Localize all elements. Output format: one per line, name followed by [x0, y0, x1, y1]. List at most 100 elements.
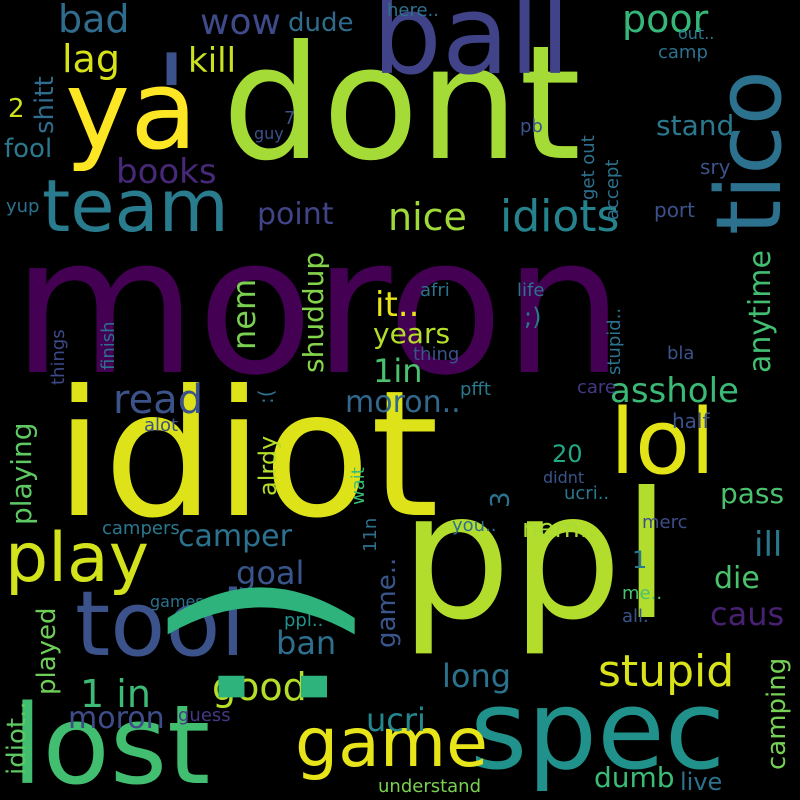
word-it: it.. — [375, 285, 420, 325]
word-games-dots: games.. — [150, 592, 214, 611]
word-didnt: didnt — [543, 468, 585, 487]
word-books: books — [116, 152, 217, 192]
word-dude: dude — [288, 8, 354, 38]
word-lol: lol — [610, 390, 716, 495]
word-alot: alot — [144, 415, 179, 436]
word-afri: afri — [420, 280, 450, 301]
word-you-dots: you.. — [452, 515, 497, 536]
word-nem-dots: nem.. — [522, 514, 597, 544]
word-team: team — [42, 164, 229, 248]
word-1: 1 — [632, 546, 648, 574]
word-tico: tico — [697, 70, 800, 235]
word-dont: dont — [222, 12, 582, 196]
word-moron-dots: moron.. — [345, 385, 461, 420]
word-20: 20 — [552, 440, 583, 468]
word-camp: camp — [658, 42, 708, 63]
word-shitt: shitt — [30, 76, 60, 134]
word-stupid: stupid — [598, 646, 735, 697]
word-game: game — [295, 704, 488, 783]
word-point: point — [257, 197, 334, 232]
word-good: good — [212, 665, 307, 709]
word-merc: merc — [642, 512, 688, 533]
word-ucri: ucri — [366, 701, 426, 739]
word-yup: yup — [6, 196, 40, 217]
word-kill: kill — [188, 41, 237, 81]
word-pfft: pfft — [460, 379, 491, 400]
word-stand: stand — [656, 109, 735, 142]
word-played: played — [32, 607, 62, 695]
word-caus: caus — [710, 595, 785, 633]
word-ill: ill — [754, 525, 783, 565]
word-accept: accept — [602, 159, 623, 220]
word-asshole: asshole — [610, 371, 739, 411]
word-poor: poor — [622, 0, 709, 41]
word-3: 3 — [486, 491, 516, 508]
word-1in: 1in — [373, 352, 423, 390]
word-anytime: anytime — [743, 250, 778, 373]
word-sry: sry — [700, 155, 731, 179]
word-me-dots-b: me.. — [272, 590, 313, 611]
word-long: long — [442, 657, 512, 695]
word-2: 2 — [8, 94, 25, 124]
word-game-dots: game.. — [372, 557, 402, 648]
word-play: play — [5, 519, 149, 598]
word-life: life — [517, 280, 545, 301]
word-camper: camper — [178, 519, 292, 554]
word-pb: pb — [520, 116, 543, 137]
word-wow: wow — [200, 2, 281, 43]
word-pass: pass — [720, 477, 785, 510]
word-shuddup: shuddup — [297, 251, 330, 373]
word-ppl-dots: ppl.. — [284, 610, 324, 631]
word-dumb: dumb — [594, 761, 675, 794]
word-bla: bla — [667, 343, 695, 364]
word-alrdy: alrdy — [254, 435, 282, 496]
word-camping: camping — [762, 657, 792, 770]
word-finish: finish — [98, 321, 119, 370]
word-moron: moron — [12, 196, 624, 417]
word-nice: nice — [388, 195, 467, 239]
word-lag: lag — [62, 37, 120, 81]
word-half: half — [672, 409, 710, 433]
word-out-dots: out.. — [678, 24, 715, 43]
word-wait: wait — [348, 467, 369, 505]
word-port: port — [654, 198, 695, 222]
word-nem: nem — [225, 278, 263, 350]
word-tool: tool — [75, 572, 246, 677]
word-ya: ya — [65, 46, 198, 174]
word-live: live — [680, 768, 723, 796]
word-care: care — [577, 377, 617, 398]
word-7: 7 — [284, 108, 296, 129]
word-11n: 11n — [360, 517, 381, 552]
word-1-in: 1 in — [80, 672, 151, 716]
word-smile: :) — [132, 569, 377, 722]
word-read: read — [113, 377, 204, 423]
word-goal: goal — [236, 554, 305, 592]
word-things: things — [48, 329, 69, 385]
word-frown: :( — [254, 389, 278, 404]
word-fool: fool — [4, 134, 53, 164]
word-die: die — [714, 561, 760, 596]
word-campers: campers — [102, 518, 180, 539]
word-wink: ;) — [524, 303, 542, 331]
word-years: years — [373, 317, 451, 350]
word-bad: bad — [58, 0, 130, 41]
word-ban: ban — [276, 624, 337, 662]
word-guy: guy — [254, 124, 284, 143]
word-thing: thing — [413, 344, 460, 365]
word-guess: guess — [178, 705, 231, 726]
word-moron-small: moron — [68, 701, 165, 736]
word-ppl: ppl — [400, 456, 671, 659]
word-lost: lost — [12, 681, 211, 800]
word-idiot-dots: idiot.. — [2, 701, 32, 775]
word-ucri-dots: ucri.. — [564, 483, 610, 504]
word-apostrophe: ' — [155, 30, 188, 169]
word-me-dots-a: me.. — [622, 583, 663, 604]
word-all-dot: all. — [622, 606, 649, 627]
word-get-out: get out — [578, 135, 599, 200]
word-ball: ball — [372, 0, 571, 99]
word-idiots: idiots — [500, 191, 620, 242]
word-understand: understand — [378, 776, 482, 797]
word-playing: playing — [5, 422, 38, 525]
word-idiot: idiot — [55, 354, 440, 557]
